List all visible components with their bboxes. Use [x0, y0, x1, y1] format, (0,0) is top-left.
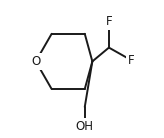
Text: OH: OH: [76, 120, 94, 133]
Text: F: F: [106, 15, 112, 28]
Text: F: F: [128, 54, 134, 67]
Text: O: O: [31, 55, 40, 68]
